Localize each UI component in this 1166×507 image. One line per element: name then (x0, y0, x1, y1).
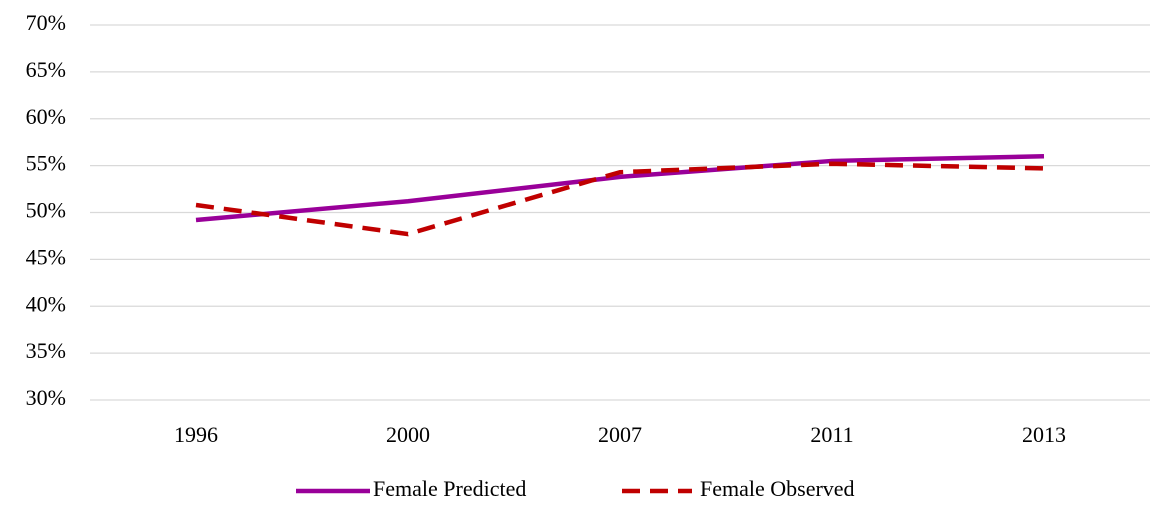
legend-label: Female Observed (700, 476, 855, 501)
data-line (195, 161, 1045, 237)
legend-label: Female Predicted (373, 476, 526, 501)
y-tick-label: 45% (26, 244, 66, 269)
y-tick-label: 70% (26, 10, 66, 35)
y-tick-label: 40% (26, 291, 66, 316)
y-tick-label: 60% (26, 104, 66, 129)
x-tick-label: 2000 (386, 422, 430, 447)
y-tick-label: 55% (26, 151, 66, 176)
y-tick-label: 65% (26, 57, 66, 82)
data-line (195, 154, 1045, 223)
x-tick-label: 2013 (1022, 422, 1066, 447)
x-tick-label: 2011 (810, 422, 853, 447)
y-tick-label: 35% (26, 338, 66, 363)
x-tick-label: 2007 (598, 422, 642, 447)
y-tick-label: 30% (26, 385, 66, 410)
x-tick-label: 1996 (174, 422, 218, 447)
y-tick-label: 50% (26, 198, 66, 223)
